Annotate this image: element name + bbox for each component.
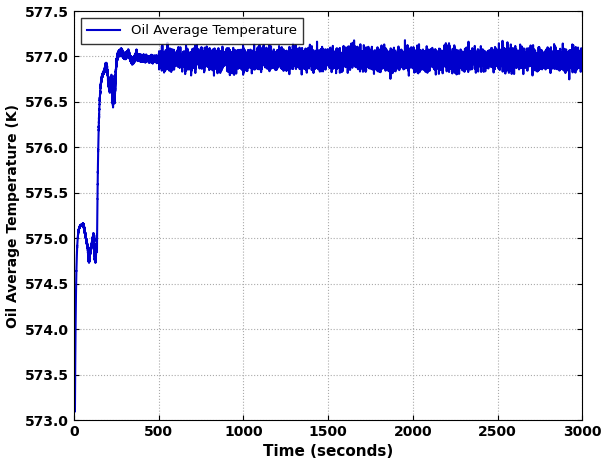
Oil Average Temperature [70, 408, 78, 413]
Oil Average Temperature [504, 57, 512, 63]
Legend: Oil Average Temperature: Oil Average Temperature [81, 18, 304, 44]
Oil Average Temperature [70, 409, 78, 414]
X-axis label: Time (seconds): Time (seconds) [263, 445, 393, 459]
Oil Average Temperature [75, 226, 83, 232]
Oil Average Temperature [149, 57, 157, 62]
Oil Average Temperature [378, 53, 385, 58]
Oil Average Temperature [549, 56, 557, 62]
Oil Average Temperature [144, 55, 151, 60]
Oil Average Temperature [401, 37, 409, 43]
Line: Oil Average Temperature: Oil Average Temperature [74, 40, 582, 412]
Y-axis label: Oil Average Temperature (K): Oil Average Temperature (K) [5, 104, 19, 327]
Oil Average Temperature [578, 51, 586, 56]
